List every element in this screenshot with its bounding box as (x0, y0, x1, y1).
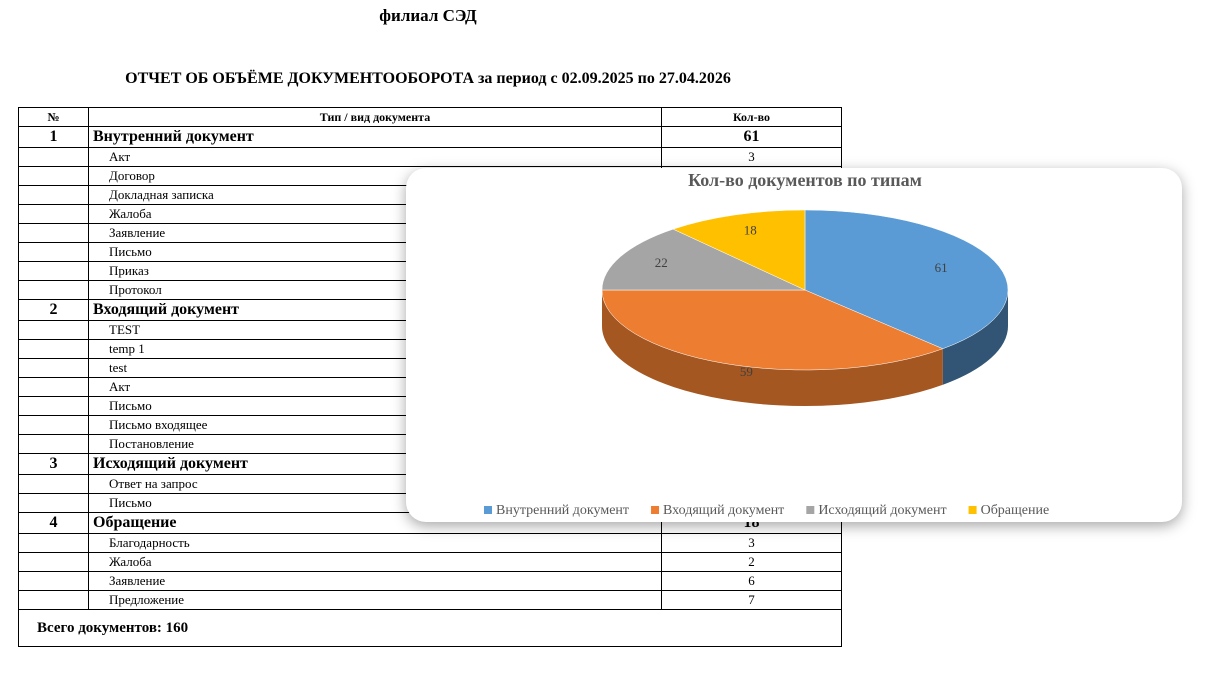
num-cell (18, 339, 89, 359)
slice (601, 289, 944, 371)
footer-row: Всего документов: 160 (18, 609, 842, 647)
row: Заявление 6 (18, 571, 842, 591)
num-cell (18, 242, 89, 262)
num-cell: 3 (18, 453, 89, 475)
report-title: ОТЧЕТ ОБ ОБЪЁМЕ ДОКУМЕНТООБОРОТА за пери… (125, 70, 731, 87)
chart: Кол-во документов по типам 61 59 22 18 Внутр… (484, 170, 1050, 518)
num-cell (18, 396, 89, 416)
num-cell (18, 147, 89, 167)
slice (804, 209, 1009, 350)
row: Благодарность 3 (18, 533, 842, 553)
chart-title: Кол-во документов по типам (688, 170, 922, 190)
num-cell (18, 377, 89, 397)
slice-side (602, 290, 943, 407)
data-label: 18 (744, 222, 757, 237)
slice-side (942, 290, 1008, 385)
label-cell: Жалоба (88, 552, 662, 572)
num-cell (18, 185, 89, 205)
count-cell: 3 (661, 147, 842, 167)
label-cell: Благодарность (88, 533, 662, 553)
num-cell (18, 166, 89, 186)
count-cell: 6 (661, 571, 842, 591)
legend-swatch (806, 506, 815, 514)
legend-label: Внутренний документ (496, 503, 629, 518)
num-cell (18, 280, 89, 300)
legend-swatch (484, 506, 492, 514)
org-name: филиал СЭД (379, 6, 477, 25)
num-cell: 1 (18, 126, 89, 148)
side-shade (942, 290, 1008, 385)
num-cell (18, 320, 89, 340)
legend-swatch (968, 506, 977, 514)
count-cell: 61 (661, 126, 842, 148)
num-cell (18, 434, 89, 454)
num-cell (18, 493, 89, 513)
total: Всего документов: 160 (18, 609, 842, 647)
header-row: № Тип / вид документа Кол-во (18, 107, 842, 127)
group-row: 1 Внутренний документ 61 (18, 126, 842, 148)
num-cell (18, 261, 89, 281)
slice (601, 228, 806, 291)
num-cell (18, 204, 89, 224)
num-cell: 2 (18, 299, 89, 321)
column-header: № (18, 107, 89, 127)
legend-label: Обращение (981, 503, 1050, 518)
num-cell (18, 552, 89, 572)
chart-card: Кол-во документов по типам 61 59 22 18 Внутр… (406, 168, 1182, 522)
data-label: 59 (740, 364, 753, 379)
row: Акт 3 (18, 147, 842, 167)
slice (672, 209, 806, 291)
count-cell: 2 (661, 552, 842, 572)
label-cell: Внутренний документ (88, 126, 662, 148)
data-label: 61 (935, 260, 948, 275)
num-cell (18, 358, 89, 378)
num-cell (18, 223, 89, 243)
num-cell (18, 590, 89, 610)
column-header: Тип / вид документа (88, 107, 662, 127)
label-cell: Заявление (88, 571, 662, 591)
num-cell: 4 (18, 512, 89, 534)
legend-label: Исходящий документ (818, 503, 946, 518)
label-cell: Предложение (88, 590, 662, 610)
num-cell (18, 474, 89, 494)
data-label: 22 (655, 255, 668, 270)
num-cell (18, 415, 89, 435)
row: Жалоба 2 (18, 552, 842, 572)
count-cell: 3 (661, 533, 842, 553)
count-cell: 7 (661, 590, 842, 610)
label-cell: Акт (88, 147, 662, 167)
side-shade (602, 290, 943, 407)
num-cell (18, 533, 89, 553)
column-header: Кол-во (661, 107, 842, 127)
legend-swatch (651, 506, 660, 514)
legend-label: Входящий документ (663, 503, 784, 518)
row: Предложение 7 (18, 590, 842, 610)
num-cell (18, 571, 89, 591)
